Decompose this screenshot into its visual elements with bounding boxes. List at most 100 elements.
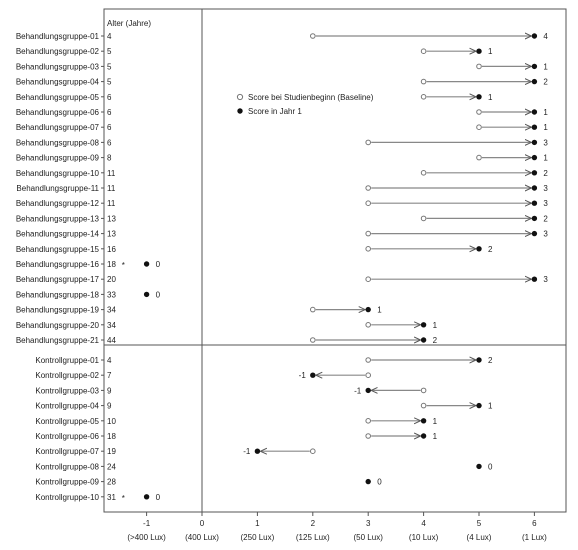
score-label: -1 <box>354 386 362 395</box>
plot-border <box>103 8 567 513</box>
age-value: 11 <box>107 184 116 193</box>
baseline-point <box>365 322 372 328</box>
row-label: Behandlungsgruppe-08 <box>16 138 100 147</box>
age-value: 11 <box>107 169 116 178</box>
age-value: 6 <box>107 108 112 117</box>
baseline-point <box>310 448 316 455</box>
score-label: 2 <box>543 169 548 178</box>
data-row: Kontrollgruppe-07 19 -1 <box>35 447 316 456</box>
year1-point <box>365 478 371 485</box>
x-tick-lux-label: (125 Lux) <box>296 533 330 542</box>
row-label: Behandlungsgruppe-21 <box>16 336 100 345</box>
data-row: Behandlungsgruppe-07 6 1 <box>16 123 549 132</box>
data-row: Kontrollgruppe-09 28 0 <box>35 478 382 487</box>
data-row: Behandlungsgruppe-01 4 4 <box>16 32 549 41</box>
year1-point <box>531 33 538 39</box>
data-row: Behandlungsgruppe-11 11 3 <box>16 184 548 193</box>
year1-point <box>531 170 538 176</box>
legend-year1-label: Score in Jahr 1 <box>248 107 302 116</box>
legend-baseline-label: Score bei Studienbeginn (Baseline) <box>248 93 374 102</box>
row-label: Behandlungsgruppe-19 <box>16 306 100 315</box>
data-row: Behandlungsgruppe-08 6 3 <box>16 138 549 147</box>
data-row: Behandlungsgruppe-12 11 3 <box>16 199 549 208</box>
score-label: 3 <box>543 138 548 147</box>
age-value: 5 <box>107 62 112 71</box>
x-tick-lux-label: (4 Lux) <box>467 533 492 542</box>
age-value: 7 <box>107 371 112 380</box>
baseline-point <box>420 78 427 85</box>
row-label: Behandlungsgruppe-01 <box>16 32 100 41</box>
row-label: Behandlungsgruppe-13 <box>16 214 100 223</box>
x-axis: -1 (>400 Lux) 0 (400 Lux) 1 (250 Lux) 2 (125 Lu… <box>127 512 547 542</box>
baseline-point <box>365 185 372 191</box>
x-tick-lux-label: (>400 Lux) <box>127 533 166 542</box>
age-value: 6 <box>107 93 112 102</box>
x-tick-label: 3 <box>366 519 371 528</box>
data-row: Kontrollgruppe-10 31 * 0 <box>35 493 160 503</box>
year1-point <box>476 357 482 363</box>
row-label: Behandlungsgruppe-14 <box>16 230 100 239</box>
age-value: 10 <box>107 417 116 426</box>
age-value: 18 <box>107 432 116 441</box>
score-label: 0 <box>377 478 382 487</box>
year1-point <box>531 200 538 206</box>
age-value: 34 <box>107 306 116 315</box>
row-label: Behandlungsgruppe-18 <box>16 290 100 299</box>
star-marker: * <box>122 494 125 503</box>
baseline-point <box>365 139 372 146</box>
baseline-point <box>476 124 482 130</box>
row-label: Kontrollgruppe-10 <box>35 493 99 502</box>
score-label: 1 <box>433 321 438 330</box>
age-value: 6 <box>107 138 112 147</box>
score-label: 0 <box>156 290 161 299</box>
data-row: Behandlungsgruppe-18 33 0 <box>16 290 161 299</box>
score-label: 1 <box>377 306 382 315</box>
baseline-point <box>365 372 372 379</box>
x-tick-label: -1 <box>143 519 151 528</box>
row-label: Behandlungsgruppe-16 <box>16 260 100 269</box>
row-label: Kontrollgruppe-07 <box>35 447 99 456</box>
year1-point <box>531 215 538 222</box>
row-label: Behandlungsgruppe-11 <box>16 184 99 193</box>
row-label: Behandlungsgruppe-10 <box>16 169 100 178</box>
data-row: Kontrollgruppe-08 24 0 <box>35 462 493 471</box>
age-value: 18 <box>107 260 116 269</box>
baseline-point <box>476 154 482 161</box>
age-value: 33 <box>107 290 116 299</box>
score-label: 2 <box>543 78 548 87</box>
data-row: Behandlungsgruppe-02 5 1 <box>16 47 493 56</box>
age-value: 5 <box>107 78 112 87</box>
score-label: 1 <box>543 154 548 163</box>
baseline-point <box>476 109 482 115</box>
year1-point <box>420 433 427 439</box>
year1-point <box>365 387 371 394</box>
row-label: Behandlungsgruppe-04 <box>16 78 100 87</box>
baseline-point <box>420 48 427 55</box>
year1-point <box>531 276 538 282</box>
year1-point <box>531 124 538 130</box>
year1-point <box>476 94 482 100</box>
age-value: 8 <box>107 154 112 163</box>
data-row: Behandlungsgruppe-14 13 3 <box>16 230 549 239</box>
age-value: 4 <box>107 356 112 365</box>
legend-baseline-marker <box>236 93 244 101</box>
age-value: 31 <box>107 493 116 502</box>
plot-frame <box>103 8 567 513</box>
row-label: Behandlungsgruppe-02 <box>16 47 100 56</box>
age-value: 44 <box>107 336 116 345</box>
age-value: 9 <box>107 386 112 395</box>
baseline-point <box>365 230 372 237</box>
year1-point <box>476 246 482 252</box>
year1-point <box>531 63 538 70</box>
age-value: 13 <box>107 214 116 223</box>
baseline-point <box>365 433 372 439</box>
score-label: 2 <box>488 245 493 254</box>
row-label: Kontrollgruppe-08 <box>35 462 99 471</box>
score-label: 1 <box>488 402 493 411</box>
row-label: Kontrollgruppe-03 <box>35 386 99 395</box>
row-label: Behandlungsgruppe-15 <box>16 245 100 254</box>
year1-point <box>531 78 538 85</box>
x-tick-label: 6 <box>532 519 537 528</box>
legend-year1-marker <box>237 108 243 114</box>
year1-point <box>254 448 261 454</box>
